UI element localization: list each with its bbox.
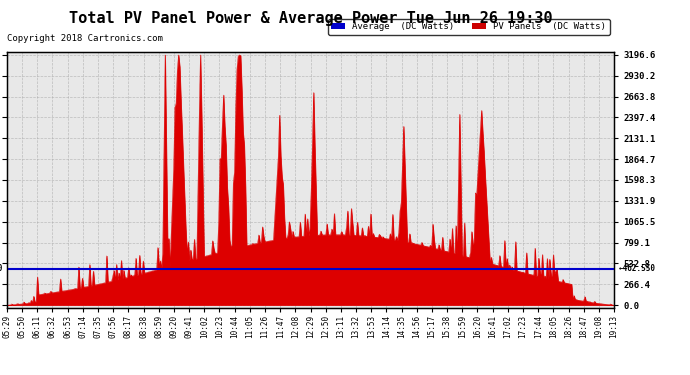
- Text: Copyright 2018 Cartronics.com: Copyright 2018 Cartronics.com: [7, 34, 163, 43]
- Legend: Average  (DC Watts), PV Panels  (DC Watts): Average (DC Watts), PV Panels (DC Watts): [328, 19, 609, 35]
- Text: ←462.550: ←462.550: [618, 264, 656, 273]
- Text: 462.550: 462.550: [0, 264, 3, 273]
- Text: Total PV Panel Power & Average Power Tue Jun 26 19:30: Total PV Panel Power & Average Power Tue…: [69, 11, 552, 26]
